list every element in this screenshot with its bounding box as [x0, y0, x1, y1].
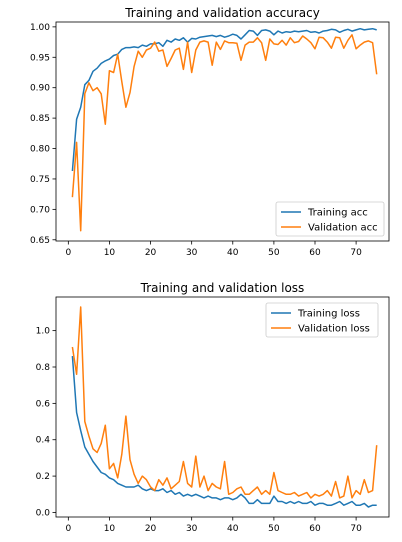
- legend: Training acc Validation acc: [275, 201, 385, 237]
- y-tick-label: 0.4: [36, 436, 51, 446]
- x-tick-label: 70: [350, 248, 362, 258]
- x-tick-label: 60: [309, 248, 321, 258]
- legend-label: Training loss: [297, 309, 360, 320]
- y-tick-label: 0.80: [30, 145, 50, 155]
- y-tick-label: 0.90: [30, 84, 50, 94]
- x-tick-label: 0: [65, 524, 71, 534]
- x-tick-label: 40: [227, 524, 239, 534]
- y-tick-label: 0.2: [36, 472, 50, 482]
- y-tick-label: 0.8: [36, 363, 51, 373]
- legend-label: Training acc: [307, 208, 368, 219]
- x-tick-label: 40: [227, 248, 239, 258]
- x-tick-label: 20: [145, 248, 157, 258]
- y-tick-label: 0.95: [30, 53, 50, 63]
- legend-box: [265, 302, 379, 338]
- x-tick-label: 70: [350, 524, 362, 534]
- chart-title: Training and validation loss: [140, 281, 305, 295]
- y-tick-label: 0.75: [30, 175, 50, 185]
- x-tick-label: 30: [186, 524, 198, 534]
- x-tick-label: 10: [104, 248, 116, 258]
- x-tick-label: 50: [268, 524, 280, 534]
- x-tick-label: 50: [268, 248, 280, 258]
- x-tick-label: 60: [309, 524, 321, 534]
- series-line-training-loss: [71, 356, 377, 508]
- legend: Training loss Validation loss: [265, 302, 379, 338]
- y-tick-label: 1.0: [36, 327, 51, 337]
- legend-label: Validation loss: [298, 324, 370, 335]
- y-tick-label: 0.70: [30, 205, 50, 215]
- chart-title: Training and validation accuracy: [124, 6, 320, 20]
- x-tick-label: 0: [65, 248, 71, 258]
- x-tick-label: 30: [186, 248, 198, 258]
- chart-panel-0: Training and validation accuracy 0 10 20 30 4…: [30, 6, 390, 258]
- y-tick-label: 0.6: [36, 399, 51, 409]
- y-tick-label: 1.00: [30, 23, 50, 33]
- y-tick-label: 0.85: [30, 114, 50, 124]
- series-line-validation-acc: [71, 34, 378, 232]
- legend-label: Validation acc: [308, 223, 378, 234]
- x-tick-label: 10: [104, 524, 116, 534]
- x-tick-label: 20: [145, 524, 157, 534]
- y-tick-label: 0.65: [30, 236, 50, 246]
- plot-frame: [55, 296, 390, 518]
- series-line-validation-loss: [71, 306, 378, 499]
- chart-panel-1: Training and validation loss 0 10 20 30 40 50 6…: [36, 281, 390, 534]
- plot-frame: [55, 21, 390, 242]
- series-line-training-acc: [71, 27, 377, 172]
- legend-box: [275, 201, 385, 237]
- y-tick-label: 0.0: [36, 508, 51, 518]
